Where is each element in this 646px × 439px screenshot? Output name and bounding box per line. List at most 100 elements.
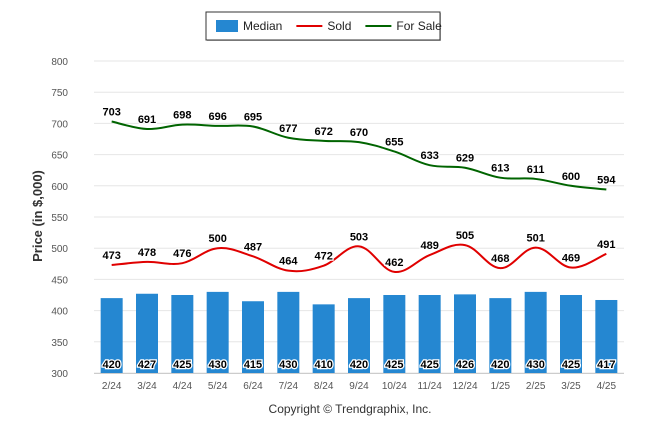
sold-point-label: 489 bbox=[420, 240, 438, 252]
median-legend-label: Median bbox=[243, 19, 282, 33]
x-tick-label: 6/24 bbox=[243, 381, 263, 392]
x-tick-label: 12/24 bbox=[452, 381, 477, 392]
median-bar bbox=[136, 293, 158, 373]
for-sale-point-label: 698 bbox=[173, 110, 191, 122]
y-tick-label: 550 bbox=[51, 213, 68, 224]
median-bar-label: 420 bbox=[102, 359, 120, 371]
x-tick-label: 4/25 bbox=[597, 381, 617, 392]
sold-line bbox=[111, 243, 607, 273]
median-bar-label: 417 bbox=[597, 359, 615, 371]
sold-point-label: 487 bbox=[244, 241, 262, 253]
sold-point-label: 472 bbox=[314, 251, 332, 263]
y-axis-label: Price (in $,000) bbox=[30, 170, 45, 262]
sold-point-label: 464 bbox=[279, 256, 298, 268]
sold-point-label: 500 bbox=[208, 233, 226, 245]
bar-layer bbox=[100, 291, 618, 373]
median-bar-label: 420 bbox=[350, 359, 368, 371]
median-bar bbox=[277, 291, 300, 373]
for-sale-point-label: 633 bbox=[420, 150, 438, 162]
median-bar bbox=[454, 294, 476, 373]
median-bar bbox=[595, 299, 618, 373]
x-tick-label: 5/24 bbox=[208, 381, 228, 392]
x-tick-label: 10/24 bbox=[382, 381, 407, 392]
median-bar-label: 430 bbox=[526, 359, 544, 371]
x-tick-label: 11/24 bbox=[418, 381, 443, 392]
y-tick-label: 600 bbox=[51, 182, 68, 193]
median-bar bbox=[242, 301, 264, 373]
sold-point-label: 491 bbox=[597, 239, 615, 251]
for-sale-point-label: 672 bbox=[314, 126, 332, 138]
x-tick-label: 7/24 bbox=[279, 381, 299, 392]
for-sale-point-label: 613 bbox=[491, 163, 509, 175]
median-bar-label: 430 bbox=[208, 359, 226, 371]
median-bar-label: 425 bbox=[173, 359, 191, 371]
y-tick-label: 700 bbox=[51, 119, 68, 130]
for-sale-point-label: 670 bbox=[350, 127, 368, 139]
median-bar bbox=[206, 291, 229, 373]
y-tick-label: 450 bbox=[51, 275, 68, 286]
median-bar bbox=[348, 298, 370, 373]
for-sale-line bbox=[111, 120, 607, 191]
legend: Median Sold For Sale bbox=[205, 11, 442, 41]
x-tick-label: 8/24 bbox=[314, 381, 334, 392]
x-tick-label: 3/25 bbox=[561, 381, 581, 392]
median-bar-label: 420 bbox=[491, 359, 509, 371]
median-bar bbox=[312, 304, 335, 373]
median-bar bbox=[383, 295, 406, 373]
label-layer: 420 427 425 430 415 430 410 420 425 425 426 420 430 4… bbox=[101, 105, 617, 372]
for-sale-point-label: 611 bbox=[527, 164, 545, 176]
for-sale-point-label: 703 bbox=[102, 107, 120, 119]
median-legend-swatch bbox=[216, 20, 238, 32]
y-tick-label: 500 bbox=[51, 244, 68, 255]
median-bar-label: 430 bbox=[279, 359, 297, 371]
median-bar bbox=[418, 295, 441, 373]
sold-point-label: 462 bbox=[385, 257, 403, 269]
median-bar-label: 427 bbox=[138, 359, 156, 371]
for-sale-point-label: 696 bbox=[208, 111, 226, 123]
axis-layer: 300 350 400 450 500 550 600 650 700 750 800 2/24 3/2… bbox=[51, 57, 624, 392]
x-tick-label: 1/25 bbox=[491, 381, 511, 392]
median-bar-label: 426 bbox=[456, 359, 474, 371]
sold-point-label: 469 bbox=[562, 253, 580, 265]
y-tick-label: 400 bbox=[51, 307, 68, 318]
median-bar-label: 425 bbox=[420, 359, 438, 371]
y-tick-label: 650 bbox=[51, 151, 68, 162]
sold-point-label: 476 bbox=[173, 248, 191, 260]
sold-point-label: 468 bbox=[491, 253, 509, 265]
legend-box bbox=[205, 11, 441, 41]
median-bar bbox=[560, 295, 582, 373]
median-bar bbox=[489, 298, 512, 373]
x-tick-label: 2/24 bbox=[102, 381, 122, 392]
for-sale-legend-label: For Sale bbox=[396, 19, 442, 33]
median-bar-label: 425 bbox=[562, 359, 580, 371]
for-sale-point-label: 655 bbox=[385, 136, 403, 148]
sold-point-label: 503 bbox=[350, 231, 368, 243]
for-sale-point-label: 594 bbox=[597, 175, 616, 187]
for-sale-point-label: 600 bbox=[562, 171, 580, 183]
x-tick-label: 3/24 bbox=[137, 381, 157, 392]
copyright-footer: Copyright © Trendgraphix, Inc. bbox=[269, 402, 432, 416]
for-sale-point-label: 691 bbox=[138, 114, 156, 126]
x-tick-label: 9/24 bbox=[349, 381, 369, 392]
median-bar-label: 425 bbox=[385, 359, 403, 371]
sold-point-label: 501 bbox=[526, 233, 544, 245]
median-bar-label: 415 bbox=[244, 359, 262, 371]
for-sale-point-label: 629 bbox=[456, 153, 474, 165]
sold-point-label: 505 bbox=[456, 230, 474, 242]
median-bar bbox=[171, 295, 194, 373]
sold-legend-label: Sold bbox=[327, 19, 351, 33]
x-tick-label: 4/24 bbox=[173, 381, 193, 392]
y-tick-label: 800 bbox=[51, 57, 68, 68]
for-sale-point-label: 695 bbox=[244, 112, 262, 124]
sold-point-label: 478 bbox=[138, 247, 156, 259]
sold-point-label: 473 bbox=[102, 250, 120, 262]
median-bar-label: 410 bbox=[314, 359, 332, 371]
y-tick-label: 350 bbox=[51, 338, 68, 349]
median-bar bbox=[100, 298, 123, 373]
median-bar bbox=[524, 291, 547, 373]
line-layer bbox=[111, 120, 607, 273]
y-tick-label: 300 bbox=[51, 369, 68, 380]
for-sale-point-label: 677 bbox=[279, 123, 297, 135]
